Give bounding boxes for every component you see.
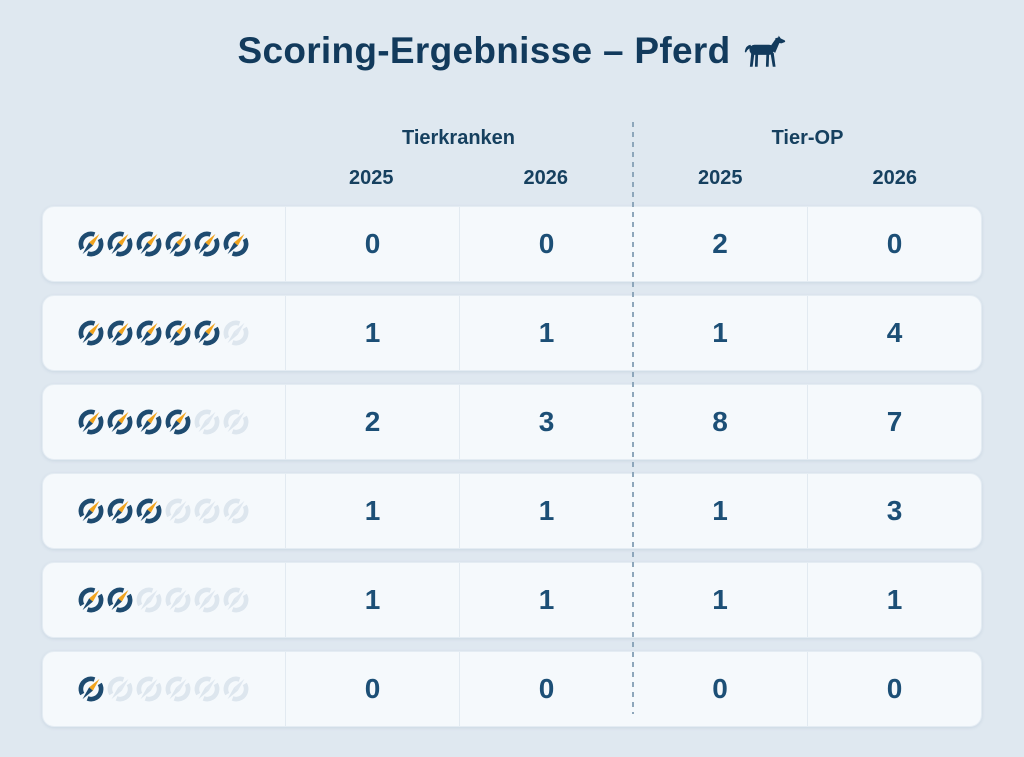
cell-tierkranken-2026: 1 (459, 296, 633, 370)
year-header: 2025 2026 2025 2026 (42, 158, 982, 198)
cell-tier-op-2025: 1 (712, 584, 728, 615)
year-tier-op-2025: 2025 (698, 166, 743, 189)
cell-tierkranken-2025: 1 (285, 296, 459, 370)
cell-tier-op-2026: 0 (807, 207, 981, 281)
cell-tierkranken-2026: 1 (459, 563, 633, 637)
score-icons (43, 385, 285, 459)
score-icons (43, 652, 285, 726)
compass-icon (107, 676, 133, 702)
table-rows: 0 0 2 0 1 1 1 4 (42, 206, 982, 727)
cell-tier-op-2025: 8 (712, 406, 728, 437)
compass-icon (136, 498, 162, 524)
cell-tier-op-2025: 1 (712, 317, 728, 348)
group-label-tier-op: Tier-OP (771, 126, 844, 149)
compass-icon (136, 231, 162, 257)
compass-icon (78, 320, 104, 346)
compass-icon (107, 498, 133, 524)
score-icons (43, 296, 285, 370)
horse-icon (744, 35, 785, 67)
cell-tier-op-2026: 4 (807, 296, 981, 370)
score-icons (43, 563, 285, 637)
cell-tierkranken-2025: 2 (285, 385, 459, 459)
compass-icon (165, 587, 191, 613)
cell-tierkranken-2025: 1 (285, 563, 459, 637)
column-group-header: Tierkranken Tier-OP (42, 118, 982, 158)
year-tier-op-2026: 2026 (872, 166, 918, 189)
cell-tier-op-2026: 7 (807, 385, 981, 459)
group-label-tierkranken: Tierkranken (401, 126, 516, 149)
year-tierkranken-2026: 2026 (523, 166, 569, 189)
page-title-text: Scoring-Ergebnisse – Pferd (237, 30, 731, 71)
compass-icon (194, 231, 220, 257)
year-tierkranken-2025: 2025 (349, 166, 394, 189)
compass-icon (165, 676, 191, 702)
compass-icon (107, 231, 133, 257)
cell-tierkranken-2025: 1 (285, 474, 459, 548)
score-icons (43, 207, 285, 281)
compass-icon (136, 320, 162, 346)
compass-icon (78, 676, 104, 702)
compass-icon (78, 498, 104, 524)
compass-icon (223, 676, 249, 702)
compass-icon (165, 231, 191, 257)
compass-icon (165, 409, 191, 435)
compass-icon (78, 231, 104, 257)
compass-icon (107, 409, 133, 435)
compass-icon (223, 498, 249, 524)
compass-icon (194, 409, 220, 435)
compass-icon (194, 498, 220, 524)
compass-icon (78, 587, 104, 613)
scoring-table: Tierkranken Tier-OP 2025 2026 2025 2026 (42, 118, 982, 727)
cell-tier-op-2026: 3 (807, 474, 981, 548)
table-row: 0 0 2 0 (42, 206, 982, 282)
table-row: 1 1 1 4 (42, 295, 982, 371)
compass-icon (136, 676, 162, 702)
compass-icon (223, 320, 249, 346)
cell-tierkranken-2026: 0 (459, 652, 633, 726)
cell-tier-op-2025: 0 (712, 673, 728, 704)
compass-icon (223, 231, 249, 257)
table-row: 1 1 1 3 (42, 473, 982, 549)
table-row: 1 1 1 1 (42, 562, 982, 638)
compass-icon (136, 587, 162, 613)
compass-icon (223, 409, 249, 435)
compass-icon (194, 676, 220, 702)
compass-icon (223, 587, 249, 613)
cell-tier-op-2026: 0 (807, 652, 981, 726)
cell-tier-op-2026: 1 (807, 563, 981, 637)
compass-icon (136, 409, 162, 435)
score-icons (43, 474, 285, 548)
cell-tierkranken-2026: 0 (459, 207, 633, 281)
cell-tierkranken-2025: 0 (285, 207, 459, 281)
compass-icon (107, 587, 133, 613)
page-title: Scoring-Ergebnisse – Pferd (0, 30, 1024, 72)
cell-tier-op-2025: 2 (712, 228, 728, 259)
cell-tier-op-2025: 1 (712, 495, 728, 526)
table-row: 0 0 0 0 (42, 651, 982, 727)
compass-icon (194, 587, 220, 613)
cell-tierkranken-2026: 3 (459, 385, 633, 459)
table-row: 2 3 8 7 (42, 384, 982, 460)
cell-tierkranken-2026: 1 (459, 474, 633, 548)
compass-icon (107, 320, 133, 346)
compass-icon (78, 409, 104, 435)
compass-icon (194, 320, 220, 346)
compass-icon (165, 498, 191, 524)
compass-icon (165, 320, 191, 346)
cell-tierkranken-2025: 0 (285, 652, 459, 726)
